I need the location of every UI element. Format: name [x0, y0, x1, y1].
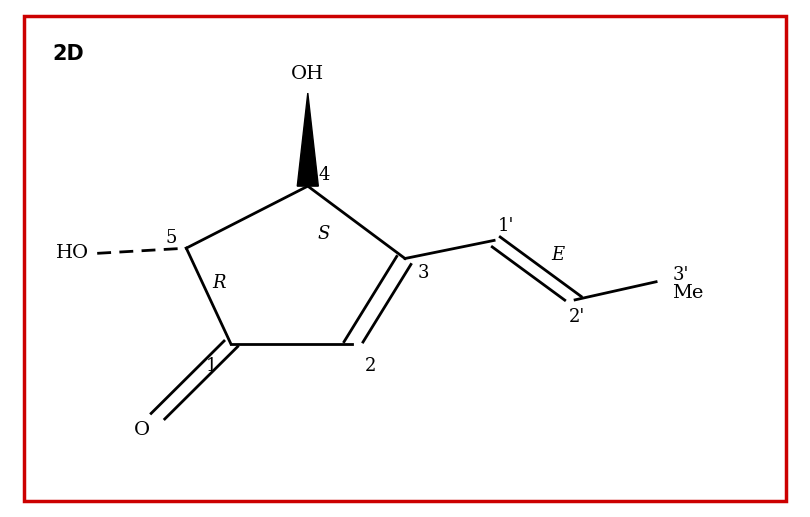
Text: 2: 2 [364, 357, 376, 375]
Text: O: O [134, 421, 150, 439]
Text: 3': 3' [672, 266, 688, 284]
Text: 5: 5 [165, 229, 177, 247]
Text: 3: 3 [417, 264, 428, 282]
Text: R: R [212, 274, 226, 292]
Text: 2': 2' [569, 308, 585, 326]
Text: 1': 1' [498, 217, 514, 235]
Text: E: E [551, 246, 564, 264]
Text: 4: 4 [318, 165, 330, 184]
Text: HO: HO [56, 245, 89, 262]
Text: OH: OH [292, 65, 324, 83]
Polygon shape [297, 93, 318, 186]
Text: S: S [318, 225, 330, 243]
Text: 1: 1 [206, 357, 217, 375]
Text: Me: Me [672, 284, 704, 302]
Text: 2D: 2D [53, 44, 84, 64]
